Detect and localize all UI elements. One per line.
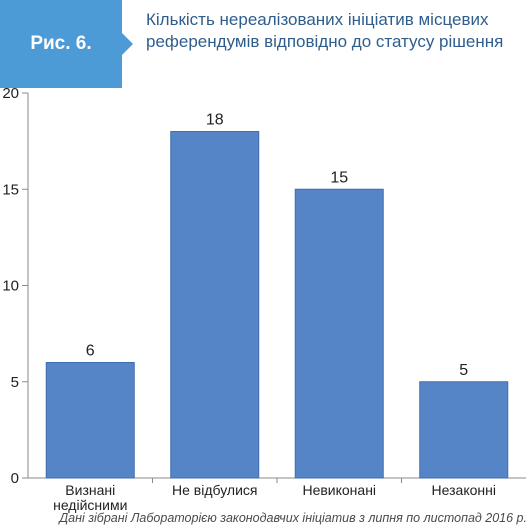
category-label: Не відбулися [172, 482, 257, 498]
y-tick-label: 10 [2, 278, 19, 295]
figure-badge-arrow-icon [122, 33, 133, 55]
bar [419, 381, 509, 479]
figure-number: Рис. 6. [30, 33, 92, 54]
bar [170, 131, 260, 479]
figure-badge [0, 0, 122, 88]
figure-header: Рис. 6. Кількість нереалізованих ініціат… [0, 0, 531, 88]
bar-value-label: 5 [459, 362, 468, 379]
category-label: Визнані [65, 482, 115, 498]
bars [45, 131, 509, 479]
y-tick-label: 15 [2, 181, 19, 198]
y-tick-label: 0 [11, 470, 19, 487]
bar-value-label: 15 [330, 169, 348, 186]
y-tick-label: 5 [11, 374, 19, 391]
bar-value-label: 18 [206, 112, 224, 129]
data-labels: 6 18 15 5 [86, 112, 469, 379]
bar [45, 362, 135, 479]
category-label: недійсними [53, 497, 127, 513]
bar-value-label: 6 [86, 343, 95, 360]
bar [294, 188, 384, 479]
category-label: Незаконні [432, 482, 496, 498]
y-axis: 0 5 10 15 20 [2, 85, 29, 487]
figure-title: Кількість нереалізованих ініціатив місце… [146, 10, 504, 51]
y-tick-label: 20 [2, 85, 19, 102]
category-label: Невиконані [302, 482, 376, 498]
source-note: Дані зібрані Лабораторією законодавчих і… [59, 511, 527, 525]
